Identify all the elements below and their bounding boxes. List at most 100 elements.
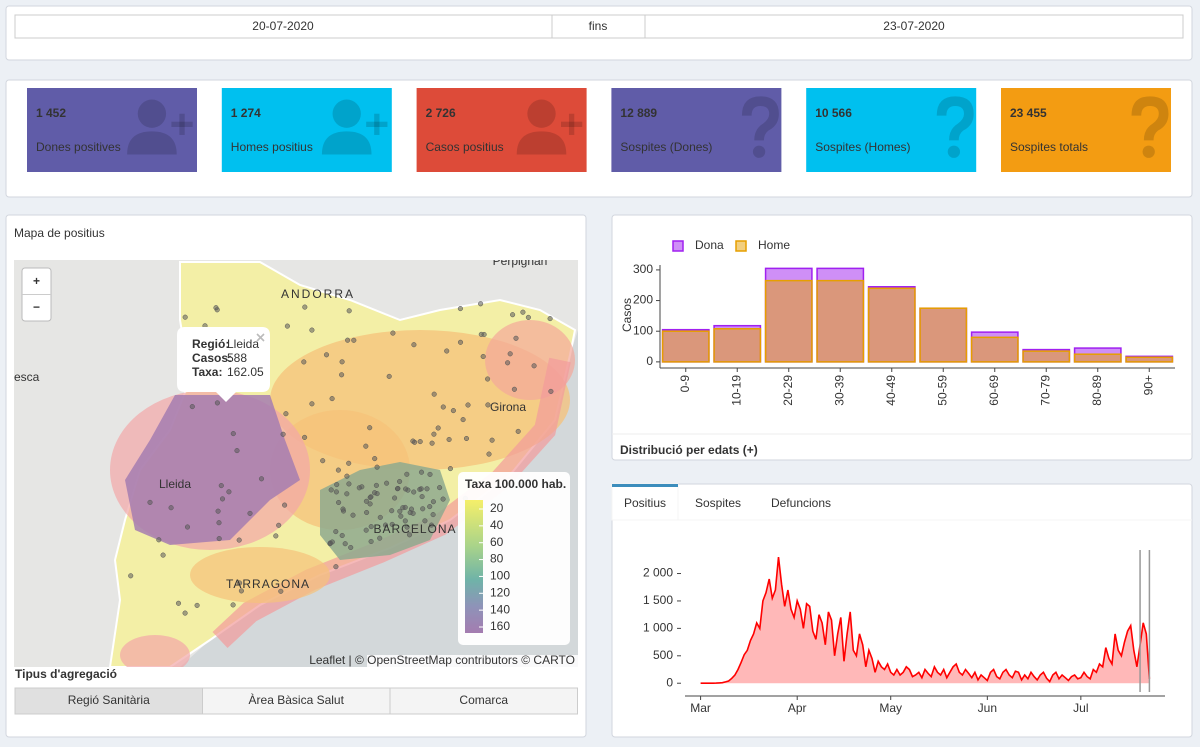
map-point [382,522,389,528]
map-point [230,431,236,437]
aggregation-option[interactable]: Regió Sanitària [68,693,150,707]
bar [1073,353,1122,363]
map-point [446,436,452,443]
map-point [147,499,153,505]
map-point [429,440,435,446]
map-point [278,588,284,594]
map-point [333,529,339,535]
map-point [194,602,200,608]
map-point [128,573,134,579]
aggregation-option[interactable]: Àrea Bàsica Salut [249,692,345,707]
map-point [485,376,491,382]
tab-label[interactable]: Defuncions [771,496,831,510]
map-point [367,425,373,431]
map-point [283,411,289,417]
attribution[interactable]: Leaflet | © OpenStreetMap contributors ©… [309,653,575,667]
map-point [440,496,446,502]
tab-label[interactable]: Sospites [695,496,741,510]
y-tick-label: 200 [633,293,653,307]
map-legend [458,472,570,645]
time-series-chart: 0 500 1 000 1 500 2 000 Mar Apr May Jun Jul [643,550,1165,715]
map-point [189,404,195,410]
bar [764,279,813,363]
age-chart: 0 100 200 300 0-9 10-19 20-29 30-39 40-49 50-59 60… [633,238,1175,406]
map-point [389,508,395,514]
map-point [404,471,410,477]
bar [919,307,968,363]
value-box [27,88,197,172]
legend-ticks: 20 40 60 80 100 120 140 160 [479,501,510,633]
map-point [372,456,378,462]
bar [970,336,1019,363]
x-tick-label: 40-49 [884,375,898,406]
aggregation-button[interactable] [202,687,391,715]
box-value: 12 889 [620,106,657,120]
map-point [402,518,408,524]
map-point [400,505,406,511]
box-label: Sospites totals [1010,140,1088,154]
map-point [214,400,220,406]
place-label: BARCELONA [373,522,456,536]
place-label: Perpignan [493,254,548,268]
map-point [342,541,348,547]
legend-label[interactable]: Home [758,238,790,252]
map-point [408,506,415,512]
map-point [182,314,188,320]
map-point [372,490,378,496]
map-point [363,527,369,533]
map-point [440,404,446,410]
x-tick-label: May [879,701,902,715]
x-tick-label: 20-29 [781,375,795,406]
zoom-in[interactable]: + [33,274,40,288]
map-point [340,506,346,512]
legend-gradient [465,500,483,633]
date-start[interactable]: 20-07-2020 [252,19,314,33]
popup-close[interactable] [256,333,265,342]
map-point [406,532,413,538]
map-point [216,536,222,542]
x-tick-label: 60-69 [987,375,1001,406]
map-point [345,337,351,343]
map-point [363,498,369,504]
legend-label[interactable]: Dona [695,238,724,252]
map-point [404,524,410,530]
map-point [431,391,437,397]
popup-key: Casos: [192,351,232,365]
map-point [430,512,436,518]
map-point [247,510,253,516]
aggregation-option[interactable]: Comarca [459,693,508,707]
box-value: 1 274 [231,106,261,120]
map-point [427,504,433,510]
tab-label[interactable]: Positius [624,496,666,510]
map-point [525,314,531,320]
map-point [216,520,222,526]
date-end[interactable]: 23-07-2020 [883,19,945,33]
place-label: esca [14,370,40,384]
x-tick-label: 80-89 [1090,375,1104,406]
legend-tick-label: 140 [490,602,510,616]
aggregation-button[interactable] [389,687,578,715]
legend-tick-label: 60 [490,535,504,549]
map-point [237,580,243,586]
map-point [390,330,396,336]
map[interactable]: ANDORRA Perpignan esca Lleida Girona BARCELON… [14,254,578,675]
map-point [302,434,308,440]
legend-tick-label: 80 [490,552,504,566]
age-footer[interactable]: Distribució per edats (+) [620,443,758,457]
popup-value: 588 [227,351,247,365]
map-point [395,485,401,492]
map-point [410,510,416,516]
map-point [548,388,554,394]
map-point [507,351,513,357]
zoom-out[interactable]: − [33,300,40,314]
heat-area [190,547,330,603]
x-tick-label: 50-59 [935,375,949,406]
popup-key: Taxa: [192,365,222,379]
map-point [184,524,191,530]
map-point [334,482,340,488]
map-point [463,435,470,442]
map-point [431,431,437,437]
map-point [336,499,342,506]
map-point [282,502,288,508]
